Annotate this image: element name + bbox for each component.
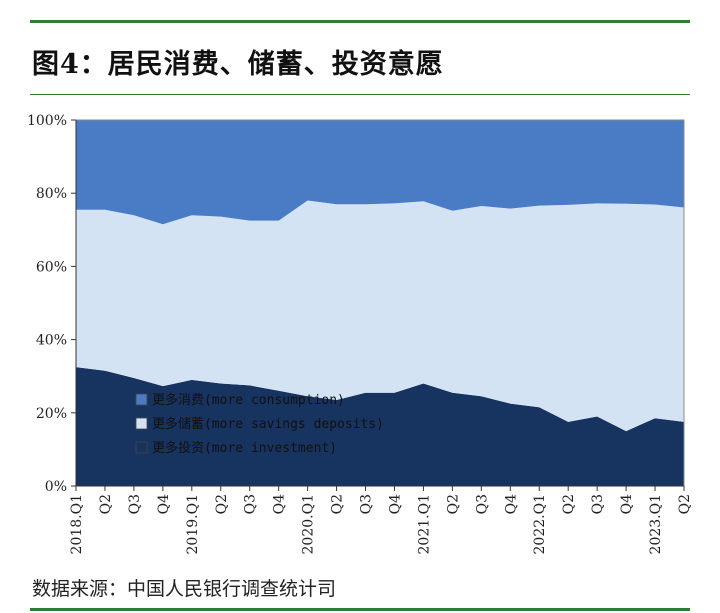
x-tick-label: Q2 xyxy=(98,494,114,514)
x-tick-label: 2019.Q1 xyxy=(185,494,201,554)
x-tick-label: Q2 xyxy=(445,494,461,514)
x-tick-label: 2020.Q1 xyxy=(301,494,317,554)
x-tick-label: 2018.Q1 xyxy=(69,494,85,554)
legend-label-consumption: 更多消费(more consumption) xyxy=(152,392,345,408)
legend-label-investment: 更多投资(more investment) xyxy=(152,440,337,456)
x-tick-label: Q3 xyxy=(590,494,606,514)
x-tick-label: 2022.Q1 xyxy=(532,494,548,554)
y-tick-label: 0% xyxy=(45,479,67,495)
x-tick-label: Q3 xyxy=(243,494,259,514)
legend-swatch-investment xyxy=(135,441,148,454)
x-tick-label: Q4 xyxy=(156,494,172,514)
area-series-group xyxy=(75,119,685,487)
x-tick-label: Q3 xyxy=(359,494,375,514)
y-tick-label: 20% xyxy=(36,406,67,422)
title-underline xyxy=(30,94,690,95)
y-tick-label: 100% xyxy=(27,113,67,129)
top-rule xyxy=(30,20,690,23)
area-savings xyxy=(76,200,684,432)
x-axis: 2018.Q1 Q2 Q3 Q4 2019.Q1 Q2 Q3 Q4 2020.Q1 Q2 Q3 Q4 2… xyxy=(69,485,693,554)
y-tick-label: 80% xyxy=(36,186,67,202)
legend-swatch-consumption xyxy=(135,393,148,406)
x-tick-label: Q2 xyxy=(214,494,230,514)
x-tick-label: Q3 xyxy=(127,494,143,514)
chart-title: 图4：居民消费、储蓄、投资意愿 xyxy=(32,49,444,80)
x-tick-label: Q3 xyxy=(474,494,490,514)
x-tick-label: 2023.Q1 xyxy=(648,494,664,554)
stacked-area-chart: 0% 20% 40% 60% 80% 100% 2018.Q1 Q2 Q3 Q4 2019.Q1 Q… xyxy=(27,113,693,554)
legend-label-savings: 更多储蓄(more savings deposits) xyxy=(152,416,384,432)
x-tick-label: Q2 xyxy=(561,494,577,514)
x-tick-label: Q4 xyxy=(619,494,635,514)
bottom-rule xyxy=(30,608,690,611)
x-tick-label: Q2 xyxy=(677,494,693,514)
area-investment xyxy=(76,367,684,486)
legend: 更多消费(more consumption) 更多储蓄(more savings … xyxy=(135,392,384,456)
x-tick-label: 2021.Q1 xyxy=(416,494,432,554)
x-tick-label: Q4 xyxy=(272,494,288,514)
y-tick-label: 60% xyxy=(36,259,67,275)
y-tick-label: 40% xyxy=(36,333,67,349)
x-tick-label: Q4 xyxy=(387,494,403,514)
x-tick-label: Q2 xyxy=(330,494,346,514)
x-tick-label: Q4 xyxy=(503,494,519,514)
legend-swatch-savings xyxy=(135,417,148,430)
area-consumption xyxy=(76,120,684,225)
data-source-note: 数据来源：中国人民银行调查统计司 xyxy=(32,578,337,600)
y-axis: 0% 20% 40% 60% 80% 100% xyxy=(27,113,77,495)
